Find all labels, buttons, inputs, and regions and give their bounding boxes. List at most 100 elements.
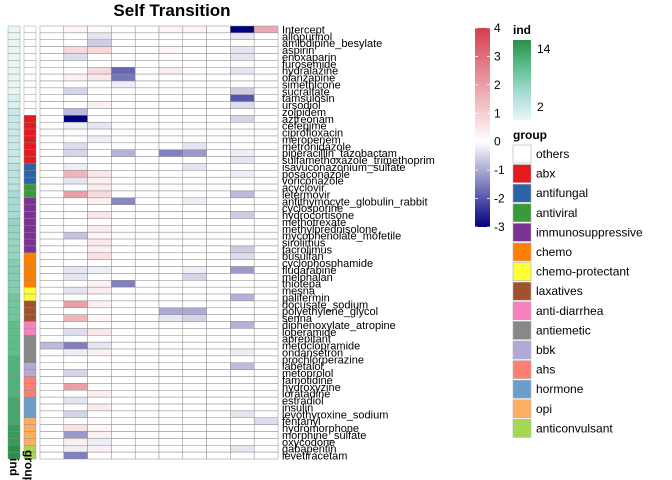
heatmap-cell (182, 335, 207, 343)
heatmap-cell (253, 46, 279, 54)
ind-strip-cell (7, 46, 21, 54)
group-legend-label: opi (536, 402, 552, 416)
heatmap-cell (39, 348, 65, 357)
heatmap-cell (39, 369, 65, 377)
row-label: meropenem (282, 134, 341, 146)
heatmap-cell (111, 115, 136, 123)
heatmap-cell (206, 231, 231, 240)
ind-legend-label: 14 (537, 42, 551, 56)
ind-strip-cell (7, 108, 21, 116)
heatmap-cell (39, 60, 65, 68)
group-legend-label: antiviral (536, 206, 577, 220)
heatmap-cell (111, 390, 136, 398)
heatmap-cell (206, 451, 231, 460)
group-strip-label: group (22, 450, 36, 480)
heatmap-cell (158, 115, 184, 123)
heatmap-cell (63, 362, 88, 370)
heatmap-cell (206, 245, 231, 254)
heatmap-cell (134, 300, 160, 309)
heatmap-cell (158, 328, 184, 336)
group-strip-cell (23, 177, 37, 185)
heatmap-cell (158, 314, 184, 322)
row-label: posaconazole (282, 169, 350, 181)
heatmap-cell (39, 231, 65, 240)
heatmap-cell (182, 211, 207, 219)
row-label: levothyroxine_sodium (282, 409, 388, 421)
row-label: loratadine (282, 389, 330, 401)
heatmap-cell (87, 60, 112, 68)
heatmap-cell (253, 438, 279, 446)
group-strip-cell (23, 142, 37, 150)
heatmap-cell (39, 156, 65, 164)
heatmap-cell (182, 135, 207, 144)
heatmap-cell (158, 245, 184, 254)
heatmap-cell (158, 335, 184, 343)
ind-strip-cell (7, 286, 21, 295)
group-strip-cell (23, 25, 37, 34)
heatmap-cell (111, 25, 136, 34)
heatmap-cell (111, 293, 136, 302)
heatmap-cell (158, 273, 184, 281)
heatmap-cell (253, 101, 279, 109)
ind-strip-cell (7, 362, 21, 370)
heatmap-cell (158, 25, 184, 34)
color-scale-tick-label: -2 (494, 192, 505, 206)
heatmap-cell (230, 273, 255, 281)
heatmap-cell (111, 280, 136, 288)
heatmap-cell (206, 108, 231, 116)
row-label: aspirin (282, 45, 314, 57)
heatmap-cell (230, 307, 255, 315)
heatmap-cell (87, 259, 112, 267)
ind-strip-cell (7, 321, 21, 329)
heatmap-cell (206, 300, 231, 309)
heatmap-cell (206, 307, 231, 315)
heatmap-cell (39, 80, 65, 89)
heatmap-cell (63, 238, 88, 247)
heatmap-cell (158, 231, 184, 240)
row-label: insulin (282, 402, 313, 414)
heatmap-cell (111, 328, 136, 336)
heatmap-cell (230, 170, 255, 178)
ind-strip-cell (7, 170, 21, 178)
ind-strip-cell (7, 211, 21, 219)
heatmap-cell (134, 66, 160, 75)
heatmap-cell (87, 300, 112, 309)
heatmap-cell (230, 424, 255, 432)
heatmap-cell (134, 204, 160, 212)
heatmap-cell (111, 341, 136, 350)
heatmap-cell (134, 431, 160, 439)
heatmap-cell (134, 163, 160, 171)
ind-strip-cell (7, 128, 21, 137)
heatmap-cell (63, 135, 88, 144)
heatmap-cell (134, 314, 160, 322)
heatmap-cell (87, 73, 112, 82)
group-strip-cell (23, 163, 37, 171)
heatmap-cell (111, 245, 136, 254)
heatmap-cell (206, 170, 231, 178)
group-strip-cell (23, 108, 37, 116)
heatmap-cell (182, 300, 207, 309)
group-legend-swatch (512, 183, 532, 203)
row-label: sucralfate (282, 86, 330, 98)
heatmap-cell (87, 101, 112, 109)
heatmap-cell (39, 135, 65, 144)
ind-strip-cell (7, 383, 21, 391)
heatmap-cell (182, 259, 207, 267)
heatmap-cell (39, 280, 65, 288)
heatmap-cell (63, 293, 88, 302)
row-label: thiotepa (282, 279, 322, 291)
heatmap-cell (230, 176, 255, 185)
group-legend-label: chemo-protectant (536, 265, 630, 279)
heatmap-cell (39, 128, 65, 137)
heatmap-cell (87, 286, 112, 295)
heatmap-cell (253, 293, 279, 302)
heatmap-cell (63, 266, 88, 274)
heatmap-cell (158, 190, 184, 199)
heatmap-cell (134, 211, 160, 219)
heatmap-cell (87, 204, 112, 212)
heatmap-cell (87, 39, 112, 47)
heatmap-cell (230, 252, 255, 260)
heatmap-cell (111, 197, 136, 205)
heatmap-cell (182, 451, 207, 460)
heatmap-cell (39, 410, 65, 419)
